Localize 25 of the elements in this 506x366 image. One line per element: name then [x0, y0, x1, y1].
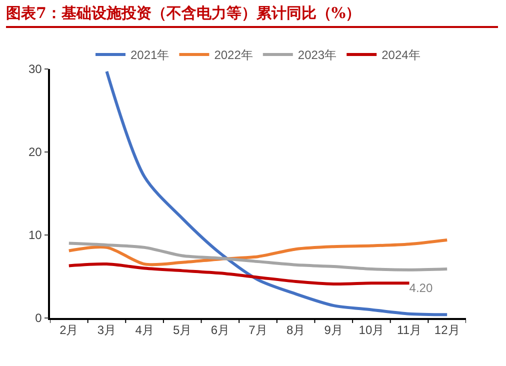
x-tick-label: 2月: [60, 323, 78, 338]
y-tick-label: 30: [28, 62, 42, 76]
y-tick-label: 10: [28, 228, 42, 242]
legend-label: 2023年: [298, 48, 337, 62]
y-tick-label: 20: [28, 145, 42, 160]
x-tick-label: 5月: [173, 323, 192, 338]
line-series: [67, 262, 411, 286]
x-tick-label: 11月: [397, 323, 422, 338]
x-tick-label: 6月: [210, 323, 230, 338]
x-tick-label: 7月: [248, 323, 268, 338]
line-series: [67, 242, 449, 272]
legend-label: 2022年: [214, 48, 253, 62]
legend-label: 2021年: [130, 48, 170, 62]
data-label: 4.20: [409, 281, 433, 296]
line-series: [67, 238, 449, 266]
x-tick-label: 9月: [324, 323, 343, 338]
chart-title: 图表7：基础设施投资（不含电力等）累计同比（%）: [6, 4, 498, 28]
x-tick-label: 12月: [434, 323, 460, 338]
x-tick-label: 10月: [358, 323, 384, 338]
y-tick-label: 0: [35, 311, 42, 326]
line-series: [105, 70, 449, 316]
legend-label: 2024年: [382, 48, 420, 62]
x-tick-label: 3月: [97, 323, 116, 338]
x-tick-label: 8月: [286, 323, 306, 338]
x-tick-label: 4月: [135, 323, 154, 338]
